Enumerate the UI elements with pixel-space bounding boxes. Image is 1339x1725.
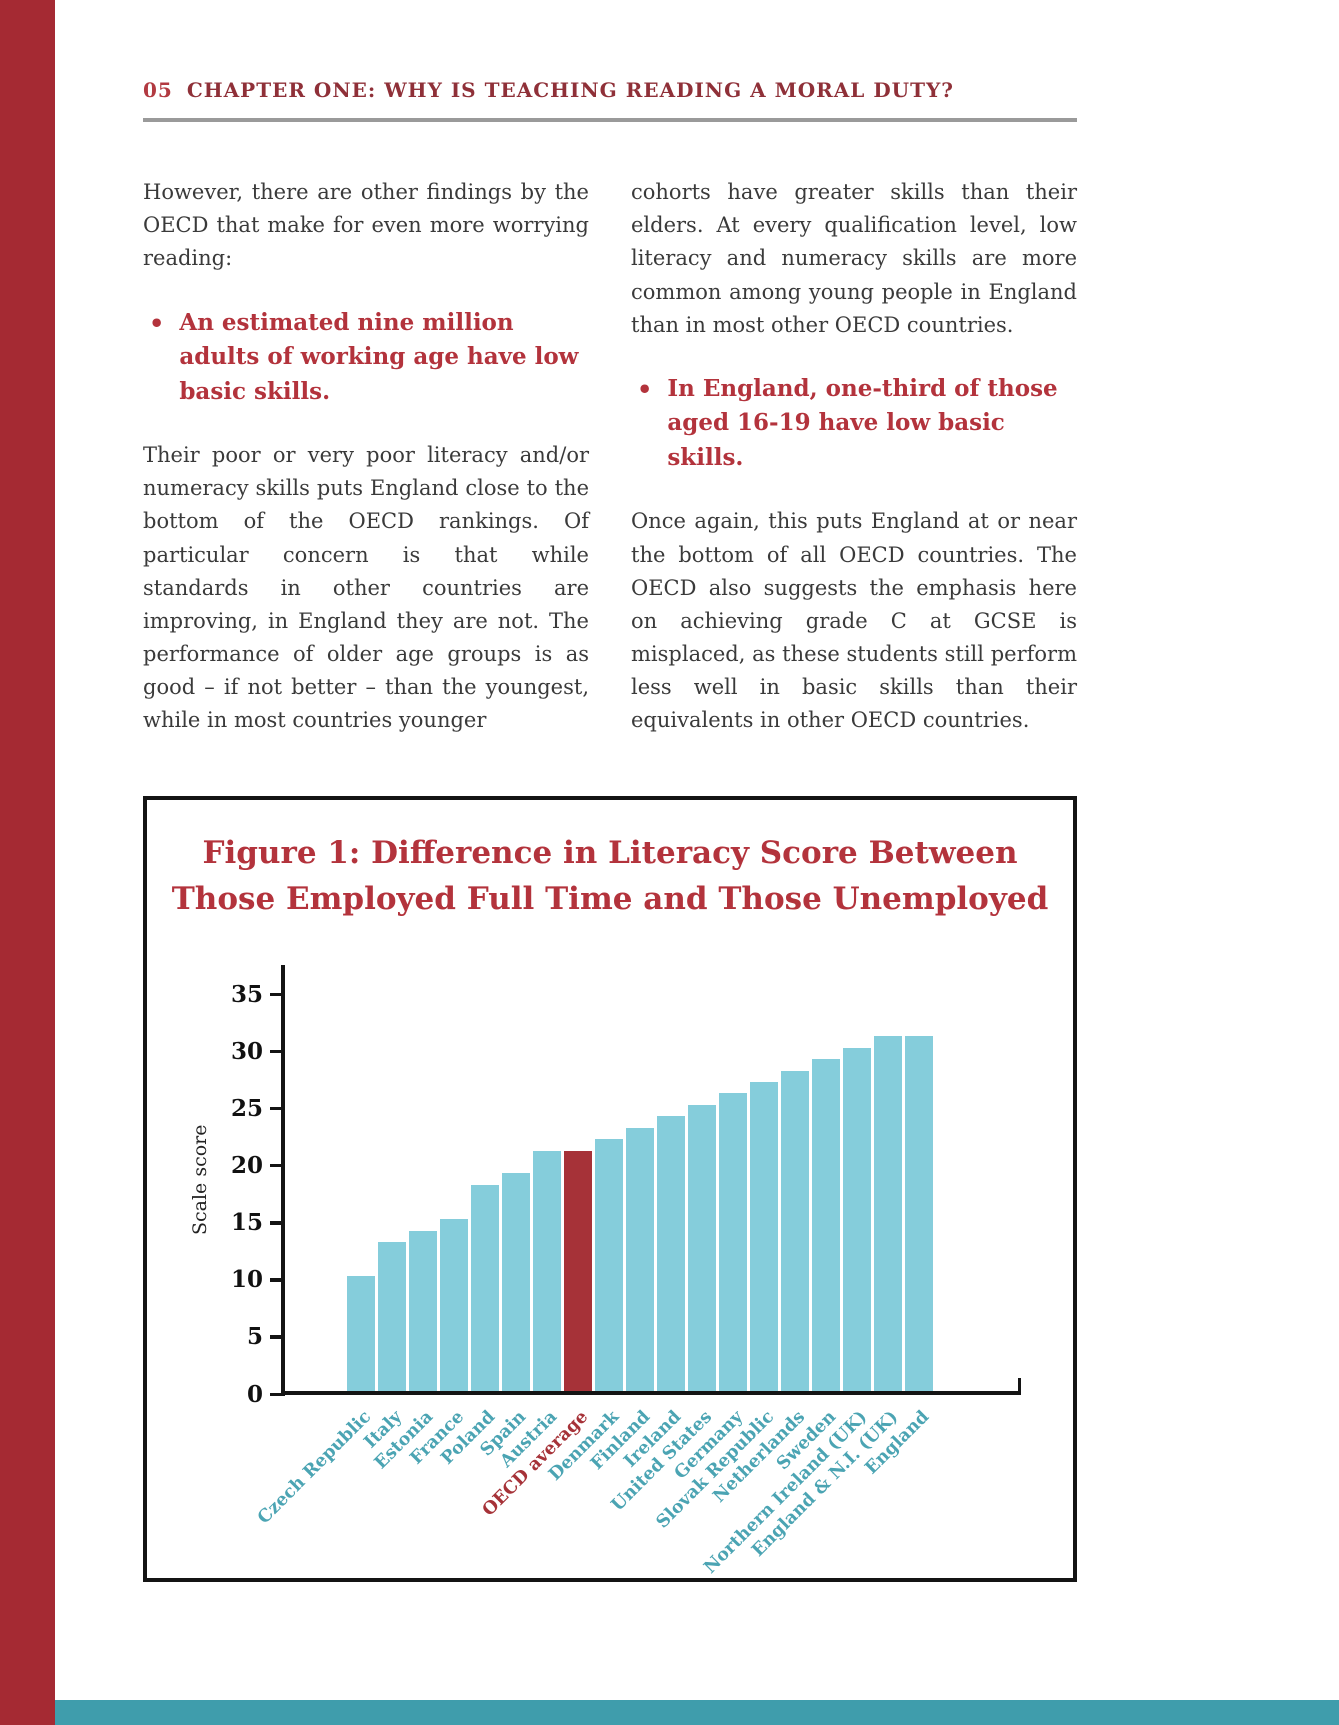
bottom-teal-band — [55, 1700, 1339, 1725]
y-tick-label: 15 — [230, 1209, 263, 1237]
bar-england-n-i-uk — [874, 1036, 902, 1391]
bar-finland — [626, 1127, 654, 1391]
two-column-body: However, there are other findings by the… — [143, 176, 1077, 738]
y-tick-label: 20 — [230, 1151, 263, 1179]
y-tick-label: 5 — [246, 1323, 263, 1351]
y-axis-label: Scale score — [189, 1124, 211, 1235]
bullet-text: In England, one-third of those aged 16-1… — [667, 374, 1058, 471]
paragraph-right-1: cohorts have greater skills than their e… — [631, 180, 1077, 337]
bar-france — [440, 1219, 468, 1391]
bullet-marker-icon: • — [637, 374, 653, 404]
bar-sweden — [812, 1059, 840, 1391]
x-axis-end-tick — [1017, 1377, 1021, 1391]
bar-netherlands — [781, 1070, 809, 1391]
bar-poland — [471, 1184, 499, 1391]
bullet-text: An estimated nine million adults of work… — [179, 308, 579, 405]
y-tick-mark — [270, 992, 285, 997]
y-tick-mark — [270, 1335, 285, 1339]
paragraph-left: Their poor or very poor literacy and/or … — [143, 443, 589, 733]
bar-spain — [502, 1173, 530, 1391]
bar-austria — [533, 1150, 561, 1391]
page-content: 05 CHAPTER ONE: WHY IS TEACHING READING A… — [143, 0, 1077, 1582]
y-tick-label: 25 — [230, 1094, 263, 1122]
bullet-item-low-basic-skills: • In England, one-third of those aged 16… — [637, 372, 1077, 476]
paragraph-right-2: Once again, this puts England at or near… — [631, 509, 1077, 733]
bar-estonia — [409, 1230, 437, 1391]
bar-denmark — [595, 1139, 623, 1391]
figure-1: Figure 1: Difference in Literacy Score B… — [143, 795, 1077, 1582]
page-number: 05 — [143, 78, 173, 102]
bar-italy — [378, 1242, 406, 1391]
bar-england — [905, 1036, 933, 1391]
bar-slovak-republic — [750, 1082, 778, 1391]
y-tick-label: 35 — [230, 980, 263, 1008]
left-column: However, there are other findings by the… — [143, 176, 589, 738]
figure-title: Figure 1: Difference in Literacy Score B… — [171, 830, 1049, 923]
y-tick-mark — [270, 1163, 285, 1168]
plot-area: 0 5 10 15 20 25 30 35 Czech Republic Italy Estonia… — [231, 964, 1021, 1577]
bar-ireland — [657, 1116, 685, 1391]
bar-united-states — [688, 1104, 716, 1391]
y-tick-mark — [270, 1106, 285, 1111]
header-rule — [143, 118, 1077, 122]
bar-chart: Scale score 0 5 10 15 20 25 30 35 Czech Republic… — [189, 964, 1049, 1577]
figure-title-line1: Figure 1: Difference in Literacy Score B… — [202, 834, 1018, 871]
left-red-band — [0, 0, 55, 1725]
page-header: 05 CHAPTER ONE: WHY IS TEACHING READING A… — [143, 78, 1077, 122]
y-tick-mark — [270, 1049, 285, 1054]
bar-germany — [719, 1093, 747, 1391]
y-tick-mark — [270, 1221, 285, 1225]
bullet-marker-icon: • — [149, 308, 165, 338]
bullet-item-nine-million: • An estimated nine million adults of wo… — [149, 306, 589, 410]
y-tick-label: 0 — [246, 1380, 263, 1408]
bar-northern-ireland-uk — [843, 1047, 871, 1391]
paragraph-intro: However, there are other findings by the… — [143, 180, 589, 271]
bar-czech-republic — [347, 1276, 375, 1391]
y-tick-label: 10 — [230, 1266, 263, 1294]
right-column: cohorts have greater skills than their e… — [631, 176, 1077, 738]
y-tick-label: 30 — [230, 1037, 263, 1065]
bar-oecd-average — [564, 1150, 592, 1391]
y-tick-mark — [270, 1392, 285, 1397]
chapter-title: CHAPTER ONE: WHY IS TEACHING READING A M… — [186, 78, 954, 102]
y-tick-mark — [270, 1278, 285, 1282]
figure-title-line2: Those Employed Full Time and Those Unemp… — [171, 881, 1049, 918]
